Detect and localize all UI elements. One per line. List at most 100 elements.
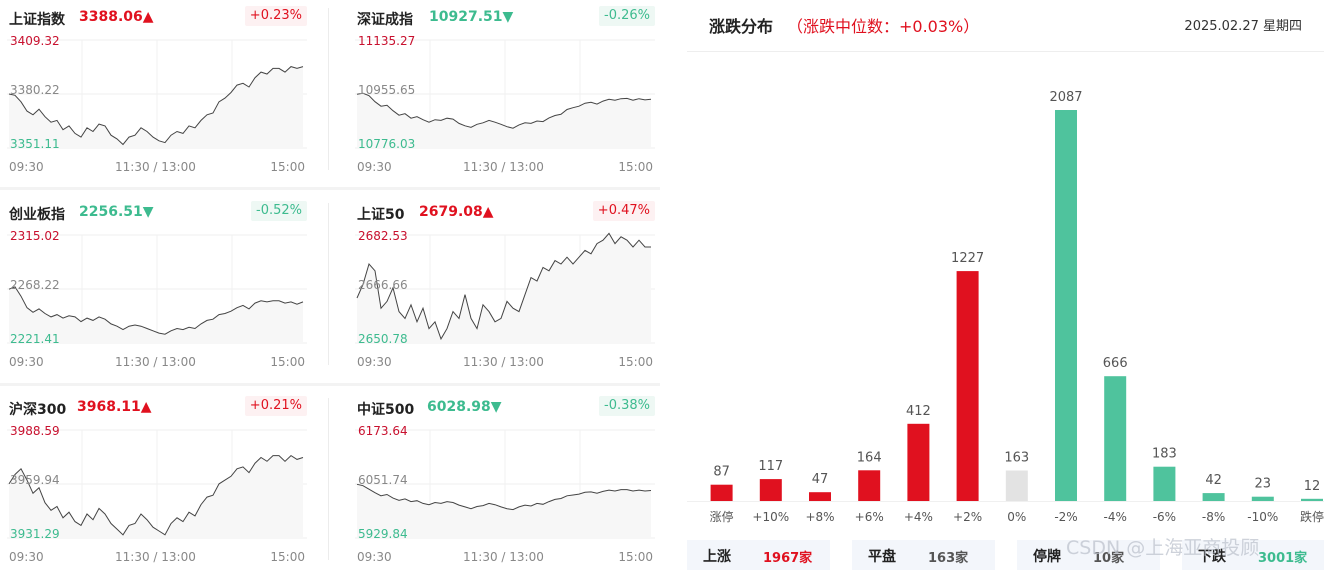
bar-value-label: 87 (713, 465, 730, 480)
chart-low-label: 2221.41 (10, 332, 60, 346)
distribution-bar[interactable] (1055, 110, 1077, 501)
price-line (356, 483, 652, 511)
watermark: CSDN @上海亚商投顾 (1066, 537, 1260, 559)
summary-down: 下跌 3001家 (1182, 540, 1324, 570)
bar-value-label: 2087 (1049, 90, 1082, 105)
row-divider (0, 383, 660, 386)
index-panel-shangzheng[interactable]: 上证指数 3388.06▲ +0.23% 3409.32 3380.22 335… (7, 0, 307, 185)
index-panel-chuangye[interactable]: 创业板指 2256.51▼ -0.52% 2315.02 2268.22 222… (7, 195, 307, 380)
index-name: 创业板指 (9, 207, 65, 223)
bar-value-label: 183 (1152, 447, 1177, 462)
bar-value-label: 163 (1004, 451, 1029, 466)
index-name: 沪深300 (9, 402, 67, 418)
index-value: 6028.98▼ (427, 399, 502, 415)
bar-category-label: +2% (953, 510, 982, 524)
price-line (356, 232, 651, 341)
time-end-label: 15:00 (270, 355, 305, 369)
chart-high-label: 3988.59 (10, 424, 60, 438)
time-mid-label: 11:30 / 13:00 (115, 550, 196, 564)
chart-high-label: 2682.53 (358, 229, 408, 243)
distribution-title: 涨跌分布 (709, 17, 774, 36)
summary-label: 停牌 (1033, 549, 1061, 565)
time-mid-label: 11:30 / 13:00 (115, 355, 196, 369)
time-start-label: 09:30 (9, 550, 44, 564)
index-panel-hushen300[interactable]: 沪深300 3968.11▲ +0.21% 3988.59 3959.94 39… (7, 390, 307, 570)
index-change-badge: +0.21% (244, 396, 307, 416)
chart-mid-label: 2268.22 (10, 278, 60, 292)
distribution-bar[interactable] (1104, 376, 1127, 501)
index-value: 2256.51▼ (79, 204, 154, 220)
intraday-chart (355, 232, 655, 344)
bar-value-label: 1227 (951, 251, 984, 266)
bar-category-label: 跌停 (1300, 509, 1324, 524)
distribution-bar[interactable] (1301, 498, 1323, 501)
bar-category-label: +4% (904, 510, 933, 524)
distribution-bar[interactable] (956, 271, 979, 501)
bar-category-label: +8% (805, 510, 834, 524)
bar-value-label: 117 (758, 459, 783, 474)
distribution-bar[interactable] (1202, 493, 1225, 501)
time-mid-label: 11:30 / 13:00 (463, 550, 544, 564)
time-end-label: 15:00 (618, 355, 653, 369)
bar-category-label: +10% (752, 510, 789, 524)
index-change-badge: -0.38% (599, 396, 655, 416)
bar-value-label: 412 (906, 404, 931, 419)
distribution-bar[interactable] (809, 492, 831, 501)
chart-low-label: 3931.29 (10, 527, 60, 541)
price-line (8, 454, 304, 536)
price-line (356, 92, 652, 129)
summary-value: 163家 (928, 551, 969, 566)
distribution-bar[interactable] (759, 479, 782, 501)
bar-value-label: 164 (857, 450, 882, 465)
index-name: 上证50 (357, 207, 405, 223)
index-value: 3968.11▲ (77, 399, 152, 415)
distribution-bar[interactable] (710, 484, 733, 501)
chart-high-label: 2315.02 (10, 229, 60, 243)
index-name: 深证成指 (357, 12, 413, 28)
summary-flat: 平盘 163家 (852, 540, 995, 570)
summary-label: 平盘 (868, 549, 896, 565)
chart-low-label: 3351.11 (10, 137, 60, 151)
chart-high-label: 11135.27 (358, 34, 416, 48)
summary-value: 10家 (1093, 551, 1125, 566)
panel-header: 创业板指 2256.51▼ -0.52% (7, 195, 307, 225)
distribution-bar[interactable] (1251, 496, 1274, 501)
panel-header: 中证500 6028.98▼ -0.38% (355, 390, 655, 420)
panel-header: 深证成指 10927.51▼ -0.26% (355, 0, 655, 30)
distribution-bar[interactable] (858, 470, 881, 501)
distribution-bar[interactable] (1005, 470, 1028, 502)
index-change-badge: -0.52% (251, 201, 307, 221)
distribution-bar[interactable] (907, 423, 930, 501)
price-line (8, 286, 304, 335)
index-panel-zhongzheng500[interactable]: 中证500 6028.98▼ -0.38% 6173.64 6051.74 59… (355, 390, 655, 570)
distribution-header: 涨跌分布 （涨跌中位数：+0.03%） 2025.02.27 星期四 (687, 0, 1324, 52)
index-value: 2679.08▲ (419, 204, 494, 220)
index-change-badge: +0.47% (592, 201, 655, 221)
panel-header: 沪深300 3968.11▲ +0.21% (7, 390, 307, 420)
distribution-median: （涨跌中位数：+0.03%） (787, 17, 980, 36)
summary-suspended: 停牌 10家 (1017, 540, 1160, 570)
summary-label: 上涨 (703, 549, 731, 565)
up-arrow-icon: ▲ (142, 9, 154, 25)
row-divider (0, 187, 660, 190)
time-start-label: 09:30 (357, 160, 392, 174)
summary-value: 1967家 (763, 551, 813, 566)
index-panel-shenzheng[interactable]: 深证成指 10927.51▼ -0.26% 11135.27 10955.65 … (355, 0, 655, 185)
bar-value-label: 23 (1255, 477, 1272, 492)
bar-category-label: -10% (1247, 510, 1278, 524)
price-area (357, 484, 651, 538)
time-start-label: 09:30 (357, 355, 392, 369)
price-area (9, 286, 303, 343)
bar-category-label: -6% (1153, 510, 1176, 524)
column-divider (328, 8, 329, 170)
time-start-label: 09:30 (357, 550, 392, 564)
bar-value-label: 47 (812, 472, 829, 487)
bar-value-label: 12 (1304, 479, 1321, 494)
price-area (357, 233, 651, 343)
chart-mid-label: 10955.65 (358, 83, 416, 97)
bar-category-label: -4% (1104, 510, 1127, 524)
chart-mid-label: 6051.74 (358, 473, 408, 487)
index-panel-shangzheng50[interactable]: 上证50 2679.08▲ +0.47% 2682.53 2666.66 265… (355, 195, 655, 380)
distribution-bar[interactable] (1153, 466, 1176, 501)
distribution-date: 2025.02.27 星期四 (1184, 19, 1302, 34)
